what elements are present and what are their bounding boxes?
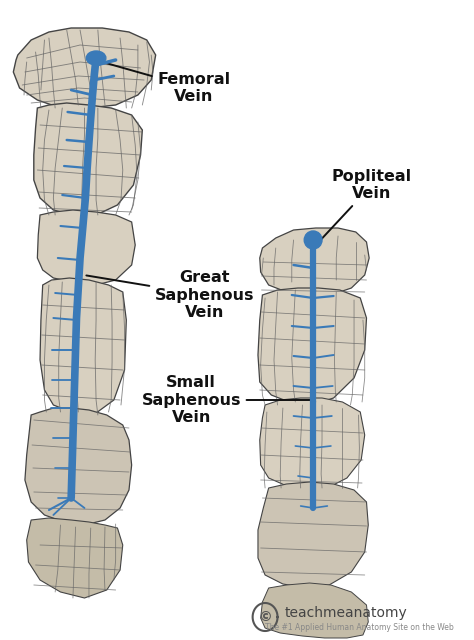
Ellipse shape bbox=[86, 51, 106, 65]
Polygon shape bbox=[37, 210, 135, 285]
Polygon shape bbox=[260, 228, 369, 295]
Polygon shape bbox=[260, 398, 365, 488]
Text: ©: © bbox=[258, 610, 272, 624]
Polygon shape bbox=[258, 482, 368, 588]
Text: teachmeanatomy: teachmeanatomy bbox=[285, 606, 408, 620]
Text: The #1 Applied Human Anatomy Site on the Web: The #1 Applied Human Anatomy Site on the… bbox=[265, 623, 454, 632]
Text: Popliteal
Vein: Popliteal Vein bbox=[315, 169, 412, 246]
Text: Small
Saphenous
Vein: Small Saphenous Vein bbox=[142, 375, 310, 425]
Text: Great
Saphenous
Vein: Great Saphenous Vein bbox=[86, 270, 255, 320]
Polygon shape bbox=[261, 583, 368, 638]
Polygon shape bbox=[34, 103, 142, 215]
Polygon shape bbox=[13, 28, 155, 108]
Polygon shape bbox=[40, 278, 126, 415]
Ellipse shape bbox=[304, 231, 322, 249]
Polygon shape bbox=[27, 518, 123, 598]
Text: Femoral
Vein: Femoral Vein bbox=[105, 63, 230, 104]
Polygon shape bbox=[258, 288, 366, 405]
Polygon shape bbox=[25, 408, 132, 525]
